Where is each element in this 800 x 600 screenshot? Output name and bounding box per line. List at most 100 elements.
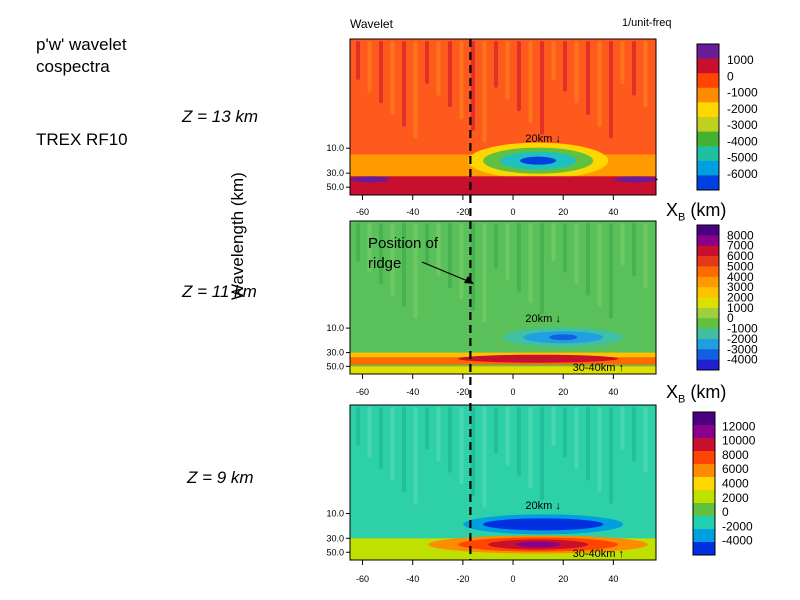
x-tick-label: 20 [558, 387, 568, 397]
heatmap-streak [574, 407, 579, 469]
colorbar-swatch [697, 235, 719, 247]
heatmap-streak [367, 223, 372, 273]
heatmap-streak [448, 407, 452, 473]
heatmap-streak [632, 41, 636, 96]
heatmap-streak [448, 223, 452, 289]
heatmap-streak [413, 407, 418, 504]
heatmap-streak [620, 41, 625, 84]
x-axis-label-2: XB (km) [666, 382, 727, 406]
colorbar-swatch [697, 160, 719, 176]
heatmap-streak [494, 223, 498, 269]
x-tick-label: -40 [406, 574, 419, 584]
colorbar-label: 5000 [727, 259, 754, 273]
colorbar-swatch [693, 412, 715, 426]
heatmap-streak [390, 407, 395, 481]
heatmap-streak [551, 407, 556, 446]
colorbar-label: -3000 [727, 342, 758, 356]
colorbar-swatch [697, 276, 719, 288]
heatmap-feature [520, 156, 557, 165]
heatmap-streak [632, 407, 636, 462]
panel-2: -60 -40 -20 0 20 40 10.0 30.0 50.0 20km ↓ 30-40km … [326, 404, 756, 584]
heatmap-streak [459, 407, 464, 485]
colorbar-swatch [697, 328, 719, 340]
colorbar-swatch [697, 307, 719, 319]
heatmap-streak [390, 223, 395, 296]
colorbar-label: 2000 [722, 491, 749, 505]
heatmap-streak [505, 407, 510, 466]
x-tick-label: 40 [608, 207, 618, 217]
heatmap-streak [574, 223, 579, 285]
x-tick-label: -60 [356, 207, 369, 217]
panel-label-z11: Z = 11 km [182, 282, 257, 301]
colorbar-swatch [693, 542, 715, 556]
colorbar-label: -3000 [727, 118, 758, 132]
colorbar-swatch [697, 117, 719, 133]
y-tick-label: 50.0 [326, 361, 344, 371]
annotation-20km: 20km ↓ [525, 133, 560, 145]
heatmap-streak [620, 407, 625, 450]
panel-label-z9: Z = 9 km [187, 468, 254, 487]
heatmap-streak [379, 407, 383, 469]
heatmap-streak [471, 41, 475, 131]
colorbar-label: -4000 [722, 534, 753, 548]
x-tick-label: 20 [558, 207, 568, 217]
heatmap-streak [436, 41, 441, 96]
ridge-annotation-line1: Position of [368, 235, 439, 252]
colorbar-label: -4000 [727, 353, 758, 367]
colorbar-swatch [697, 287, 719, 298]
panel-frame [349, 404, 657, 561]
colorbar-swatch [693, 490, 715, 504]
colorbar-swatch [693, 451, 715, 465]
x-tick-label: 20 [558, 574, 568, 584]
heatmap-streak [356, 41, 360, 80]
heatmap-feature [614, 176, 658, 183]
x-tick-label: -60 [356, 387, 369, 397]
figure-title: p'w' wavelet cospectra [36, 35, 127, 76]
heatmap-streak [586, 41, 590, 116]
x-tick-label: -20 [456, 387, 469, 397]
colorbar-swatch [697, 338, 719, 350]
heatmap-streak [436, 407, 441, 462]
heatmap-streak [471, 407, 475, 497]
y-tick-label: 30.0 [326, 348, 344, 358]
wavelet-label: Wavelet [350, 17, 393, 31]
heatmap-streak [574, 41, 579, 104]
heatmap-streak [482, 407, 487, 508]
colorbar-swatch [697, 146, 719, 162]
colorbar-swatch [693, 438, 715, 452]
colorbar-frame [692, 411, 716, 556]
heatmap-streak [586, 407, 590, 481]
heatmap-streak [448, 41, 452, 108]
heatmap-band [350, 176, 656, 195]
x-tick-label: 40 [608, 387, 618, 397]
heatmap-streak [609, 223, 613, 319]
heatmap-streak [540, 407, 544, 500]
heatmap-streak [367, 407, 372, 458]
colorbar-label: -2000 [727, 102, 758, 116]
ridge-arrow [421, 261, 471, 283]
heatmap-streak [528, 407, 533, 489]
heatmap-streak [551, 41, 556, 80]
colorbar-swatch [693, 529, 715, 543]
heatmap-streak [459, 223, 464, 300]
colorbar-label: 3000 [727, 280, 754, 294]
heatmap-streak [402, 407, 406, 493]
panel-frame [349, 220, 657, 375]
colorbar-label: 4000 [727, 270, 754, 284]
colorbar-swatch [697, 73, 719, 89]
heatmap-streak [471, 223, 475, 311]
heatmap-feature [350, 176, 390, 183]
y-tick-label: 10.0 [326, 509, 344, 519]
colorbar-swatch [693, 516, 715, 530]
heatmap-streak [586, 223, 590, 296]
colorbar-swatch [693, 464, 715, 478]
annotation-20km: 20km ↓ [525, 313, 560, 325]
colorbar-swatch [697, 297, 719, 309]
heatmap-streak [356, 223, 360, 262]
colorbar-label: 10000 [722, 434, 756, 448]
heatmap-streak [597, 407, 602, 493]
ridge-arrowhead [464, 276, 474, 284]
colorbar-swatch [697, 318, 719, 330]
colorbar-label: -5000 [727, 151, 758, 165]
